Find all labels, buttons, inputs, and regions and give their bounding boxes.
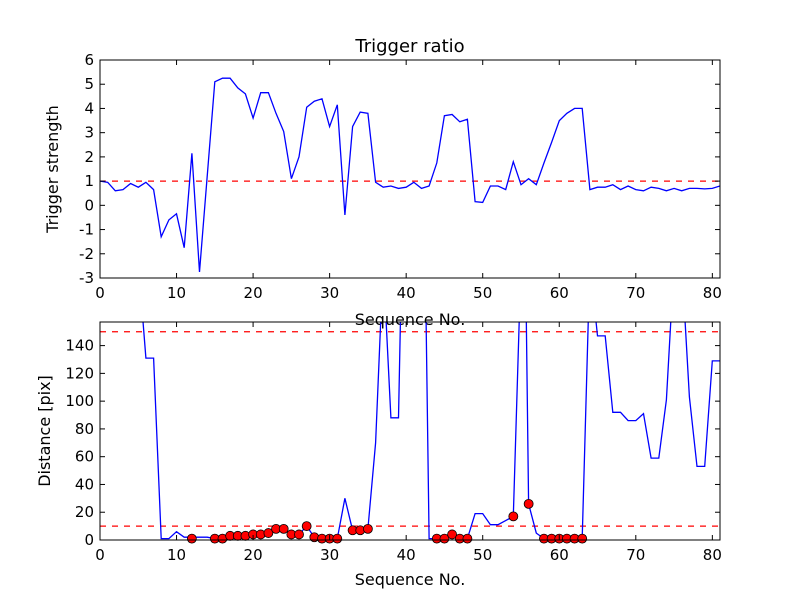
data-point-marker xyxy=(462,533,473,544)
x-axis-label: Sequence No. xyxy=(355,310,466,329)
y-tick-label: 20 xyxy=(75,503,94,521)
data-point-marker xyxy=(301,521,312,532)
x-tick-label: 20 xyxy=(244,284,263,302)
x-tick-label: 70 xyxy=(626,284,645,302)
series-line xyxy=(100,77,720,272)
x-tick-label: 60 xyxy=(550,284,569,302)
y-tick-label: -3 xyxy=(79,269,94,287)
x-tick-label: 10 xyxy=(167,546,186,564)
x-tick-label: 40 xyxy=(397,284,416,302)
x-tick-label: 30 xyxy=(320,546,339,564)
data-point-marker xyxy=(294,529,304,540)
x-tick-label: 0 xyxy=(95,546,105,564)
x-tick-label: 20 xyxy=(244,546,263,564)
data-point-marker xyxy=(278,523,289,534)
y-tick-label: 80 xyxy=(75,420,94,438)
x-tick-label: 30 xyxy=(320,284,339,302)
x-tick-label: 70 xyxy=(626,546,645,564)
data-point-marker xyxy=(523,498,534,509)
y-tick-label: 40 xyxy=(75,475,94,493)
series-line xyxy=(142,322,720,540)
y-tick-label: 120 xyxy=(65,364,94,382)
x-axis-label: Sequence No. xyxy=(355,570,466,589)
x-tick-label: 60 xyxy=(550,546,569,564)
axes-frame xyxy=(99,59,721,279)
y-axis-label: Distance [pix] xyxy=(35,375,54,487)
y-tick-label: 140 xyxy=(65,337,94,355)
data-point-marker xyxy=(447,529,457,540)
x-tick-label: 40 xyxy=(397,546,416,564)
y-tick-label: 60 xyxy=(75,448,94,466)
distance-panel: 0 10 20 30 40 50 60 70 80 0 20 40 60 80 100 120 140 Seque… xyxy=(35,321,722,589)
y-tick-label: 6 xyxy=(84,51,94,69)
y-tick-label: 0 xyxy=(84,196,94,214)
y-tick-label: 2 xyxy=(84,148,94,166)
y-tick-label: -1 xyxy=(79,221,94,239)
y-tick-label: 4 xyxy=(84,99,94,117)
x-tick-label: 80 xyxy=(703,284,722,302)
x-tick-label: 10 xyxy=(167,284,186,302)
y-tick-label: 5 xyxy=(84,75,94,93)
y-axis-label: Trigger strength xyxy=(43,105,62,234)
data-point-marker xyxy=(439,533,450,544)
data-point-marker xyxy=(186,533,197,544)
data-point-marker xyxy=(263,528,274,538)
data-point-marker xyxy=(332,533,343,544)
axes-frame xyxy=(99,321,721,541)
trigger-ratio-panel: 0 10 20 30 40 50 60 70 80 -3 -2 -1 0 1 2 3 4 5 6 Trigger ra… xyxy=(43,36,722,329)
y-tick-label: 1 xyxy=(84,172,94,190)
data-point-marker xyxy=(508,511,519,522)
x-tick-label: 80 xyxy=(703,546,722,564)
y-tick-label: 100 xyxy=(65,392,94,410)
y-tick-label: 0 xyxy=(84,531,94,549)
chart-title: Trigger ratio xyxy=(354,36,464,57)
x-tick-label: 50 xyxy=(473,284,492,302)
x-tick-label: 0 xyxy=(95,284,105,302)
data-point-marker xyxy=(363,523,373,534)
y-tick-label: -2 xyxy=(79,245,94,263)
x-tick-label: 50 xyxy=(473,546,492,564)
y-tick-label: 3 xyxy=(84,124,94,142)
data-point-marker xyxy=(577,533,588,544)
